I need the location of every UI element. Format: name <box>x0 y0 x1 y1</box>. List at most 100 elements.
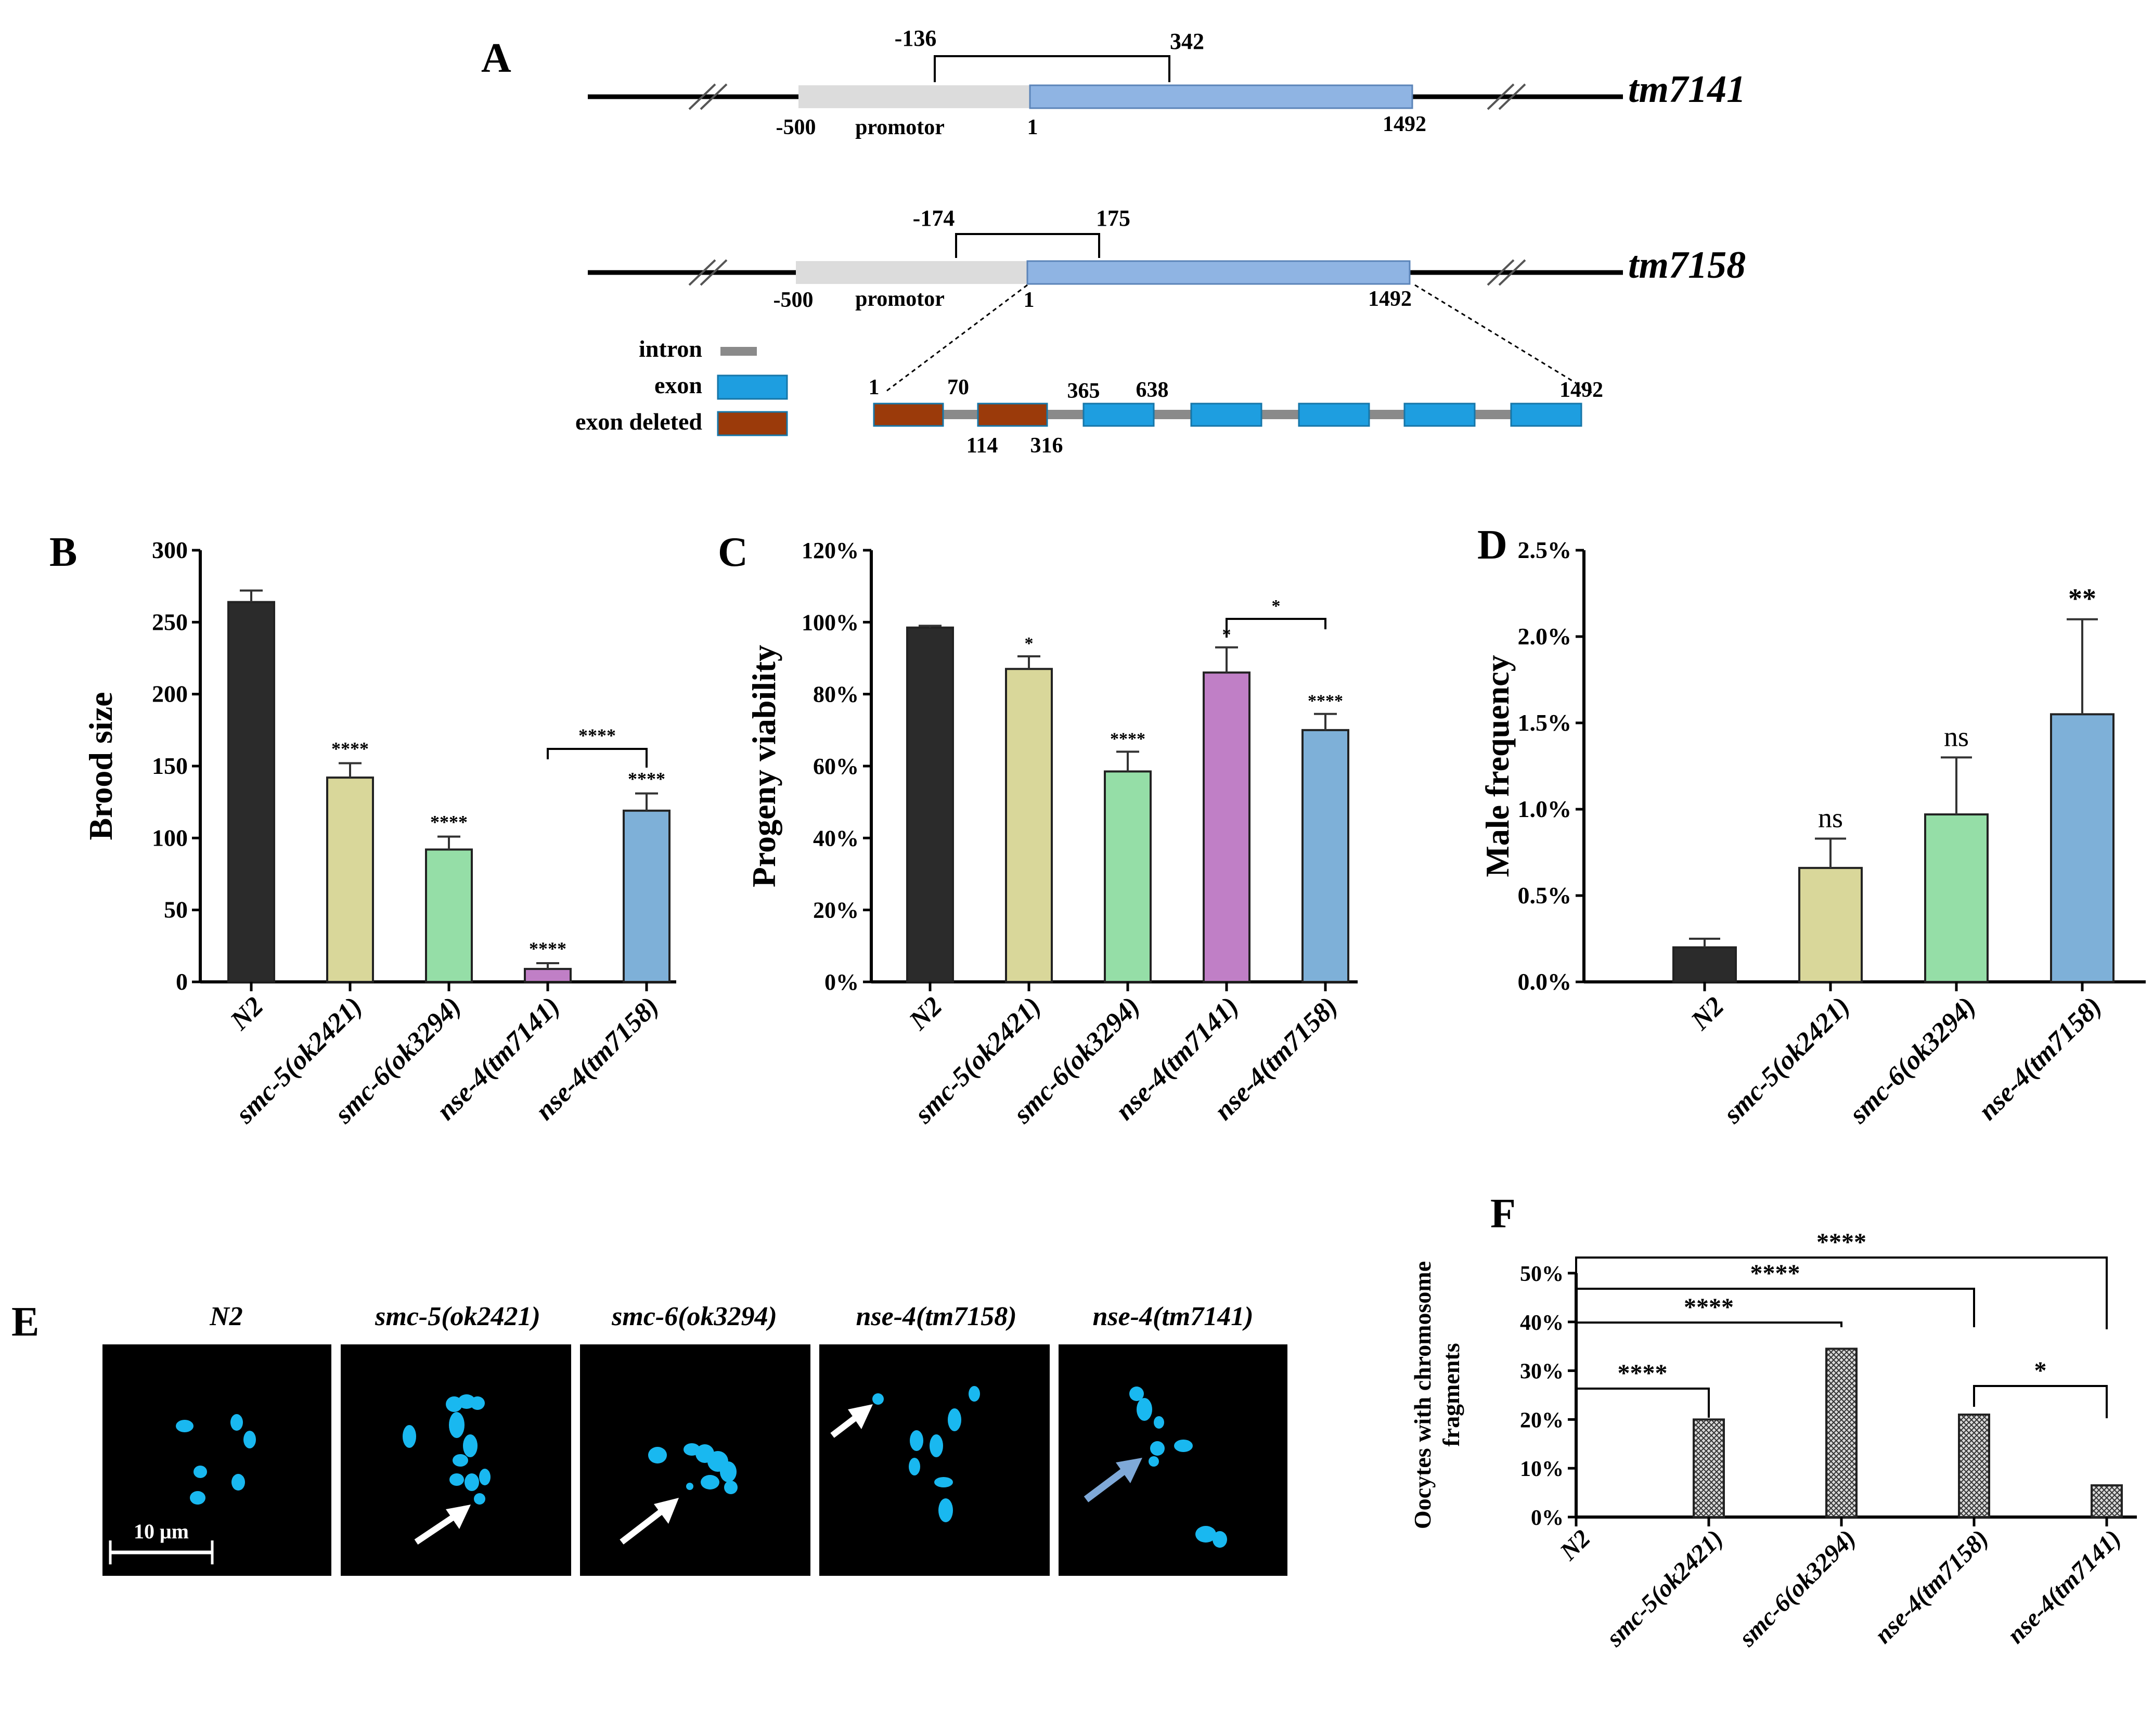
y-tick-label: 2.0% <box>1518 623 1572 650</box>
image-title-1: N2 <box>209 1302 243 1331</box>
category-label: nse-4(tm7141) <box>2002 1524 2126 1649</box>
y-axis-title-line2: fragments <box>1438 1343 1464 1446</box>
gene-map-tm7158: -174 175 -500 promotor 1 1492 tm7158 <box>588 205 1746 394</box>
coord-1: 1 <box>1024 288 1035 312</box>
break-mark <box>688 259 716 286</box>
panel-a: A -136 342 -500 promotor 1 1492 tm7141 <box>481 25 1746 458</box>
break-mark <box>700 259 728 286</box>
exon-coord: 1492 <box>1559 378 1603 402</box>
deletion-end-label: 175 <box>1096 205 1130 231</box>
significance-label: * <box>1025 634 1034 653</box>
y-tick-label: 0 <box>176 968 188 995</box>
deletion-start-label: -174 <box>913 205 955 231</box>
bar <box>524 968 572 983</box>
y-axis-title: Progeny viability <box>745 645 782 887</box>
bar <box>227 601 275 983</box>
y-tick-label: 250 <box>152 608 188 635</box>
zoom-guide-right <box>1414 284 1592 394</box>
allele-name: tm7158 <box>1628 244 1746 287</box>
y-axis-title: Oocytes with chromosome <box>1409 1261 1436 1529</box>
micrograph-smc5 <box>341 1344 571 1576</box>
legend-intron-swatch <box>720 347 757 356</box>
exon <box>1190 403 1262 427</box>
exon <box>1298 403 1370 427</box>
bar <box>2050 713 2115 983</box>
y-tick-label: 50% <box>1520 1262 1564 1286</box>
legend-exon-swatch <box>717 374 788 400</box>
micrograph-tm7141 <box>1059 1344 1287 1576</box>
break-mark <box>688 83 716 110</box>
bar <box>1924 813 1989 983</box>
bar <box>1958 1414 1990 1519</box>
bracket-label: **** <box>578 725 616 746</box>
bracket-label: * <box>1272 597 1281 616</box>
exon-coord: 638 <box>1136 378 1169 402</box>
significance-label: **** <box>1308 692 1343 711</box>
significance-label: **** <box>529 938 566 959</box>
coord-1492: 1492 <box>1368 287 1412 311</box>
bar <box>1798 866 1863 983</box>
panel-f-letter: F <box>1490 1191 1516 1237</box>
zoom-guide-left <box>884 284 1028 394</box>
image-title-5: nse-4(tm7141) <box>1092 1302 1253 1331</box>
break-mark <box>700 83 728 110</box>
coord-minus500: -500 <box>776 115 816 139</box>
bracket-label: **** <box>1750 1260 1800 1287</box>
y-axis-title: Male frequency <box>1479 655 1516 877</box>
bar <box>1672 946 1737 983</box>
panel-e: E N2 smc-5(ok2421) smc-6(ok3294) nse-4(t… <box>11 1299 1287 1576</box>
y-tick-label: 300 <box>152 537 188 563</box>
exon-map: 1 70 114 316 365 638 1492 <box>869 375 1604 458</box>
significance-label: ns <box>1818 802 1843 833</box>
y-tick-label: 0% <box>1531 1506 1564 1530</box>
bar <box>1005 668 1053 983</box>
y-tick-label: 100 <box>152 824 188 851</box>
significance-label: ns <box>1944 721 1969 752</box>
bar <box>906 626 954 983</box>
gene-map-tm7141: -136 342 -500 promotor 1 1492 tm7141 <box>588 25 1746 139</box>
significance-label: **** <box>628 769 665 789</box>
deletion-bracket <box>955 233 1100 258</box>
significance-label: **** <box>430 812 468 833</box>
category-label: N2 <box>225 991 269 1036</box>
exon <box>1082 403 1155 427</box>
chart-d: 0.0% 0.5% 1.0% 1.5% 2.0% 2.5% Male frequency N2… <box>1479 537 2146 1130</box>
legend-exon-deleted-swatch <box>717 411 788 436</box>
y-tick-label: 20% <box>1520 1408 1564 1432</box>
bar <box>1693 1418 1725 1518</box>
exon-coord: 70 <box>947 375 969 399</box>
y-tick-label: 200 <box>152 681 188 707</box>
coord-1: 1 <box>1027 115 1038 139</box>
significance-bracket <box>547 748 648 768</box>
break-mark <box>1498 83 1526 110</box>
y-tick-label: 30% <box>1520 1360 1564 1384</box>
panel-d-letter: D <box>1477 522 1507 568</box>
significance-bracket <box>1575 1256 2108 1433</box>
exon-deleted <box>977 403 1048 427</box>
panel-a-letter: A <box>481 35 511 81</box>
bracket-label: **** <box>1816 1228 1866 1256</box>
category-label: nse-4(tm7158) <box>1870 1524 1994 1649</box>
exon-coord: 316 <box>1030 434 1063 458</box>
bar <box>1301 729 1349 983</box>
significance-bracket <box>1973 1385 2108 1418</box>
significance-label: ** <box>2068 583 2096 614</box>
exon <box>1510 403 1582 427</box>
break-mark <box>1487 83 1515 110</box>
gene-box <box>1029 84 1413 109</box>
image-title-3: smc-6(ok3294) <box>611 1302 777 1331</box>
bracket-label: **** <box>1684 1293 1734 1321</box>
bar <box>1825 1348 1858 1518</box>
promoter-box <box>798 85 1030 108</box>
y-tick-label: 2.5% <box>1518 537 1572 563</box>
bar <box>1104 770 1152 983</box>
bracket-label: **** <box>1618 1359 1668 1387</box>
legend-exon-deleted-label: exon deleted <box>575 408 702 435</box>
promoter-box <box>796 261 1027 284</box>
image-title-4: nse-4(tm7158) <box>856 1302 1016 1331</box>
exon-deleted <box>873 403 944 427</box>
micrograph-smc6 <box>580 1344 810 1576</box>
y-tick-label: 60% <box>813 754 859 779</box>
